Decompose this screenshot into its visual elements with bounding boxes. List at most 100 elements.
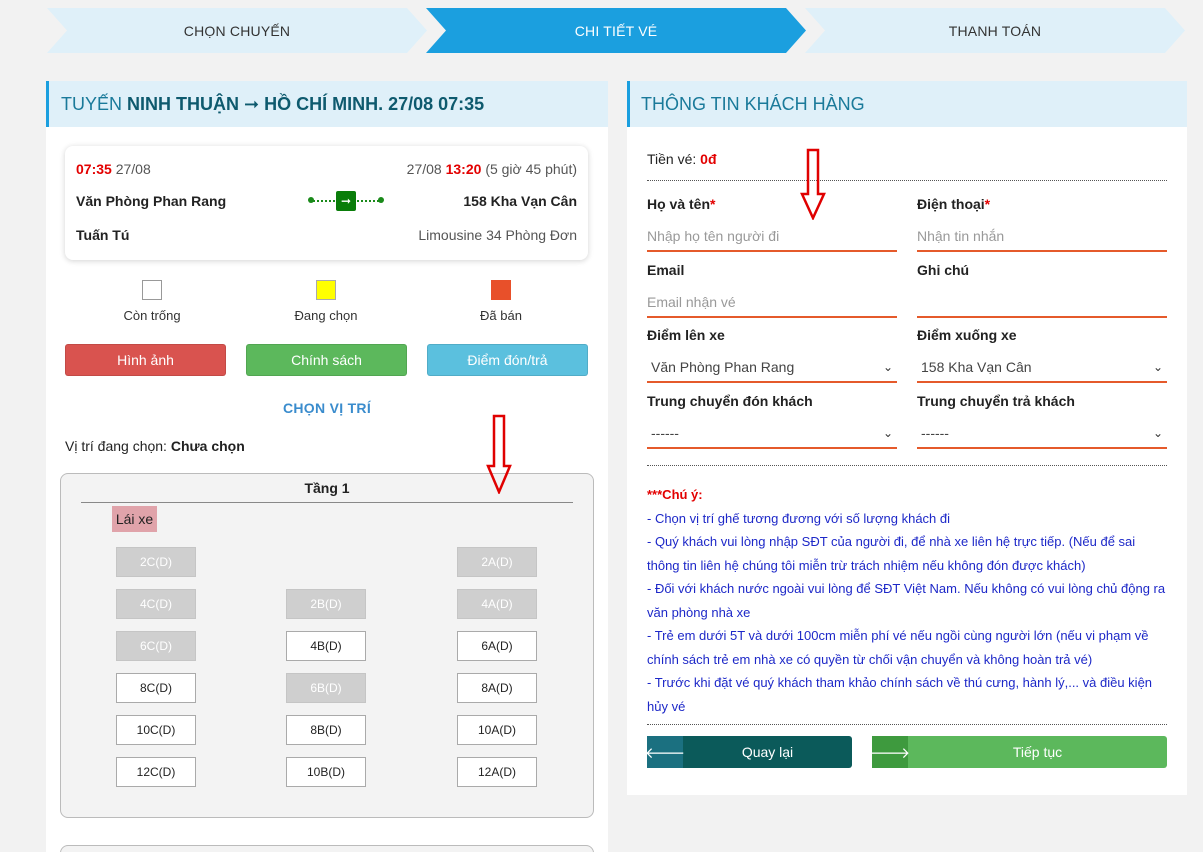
chevron-down-icon: ⌄ (882, 426, 893, 440)
trip-card: 07:35 27/08 27/08 13:20 (5 giờ 45 phút) … (65, 146, 588, 260)
arrival: 27/08 13:20 (5 giờ 45 phút) (407, 161, 577, 177)
customer-header: THÔNG TIN KHÁCH HÀNG (627, 81, 1187, 127)
empty-swatch (142, 280, 162, 300)
trip-duration: (5 giờ 45 phút) (485, 161, 577, 177)
note-label: Ghi chú (917, 262, 970, 278)
step-ticket-details[interactable]: CHI TIẾT VÉ (426, 8, 806, 53)
chevron-down-icon: ⌄ (1152, 360, 1163, 374)
arrow-right-icon: 🡒 (870, 736, 910, 768)
seat-4bd[interactable]: 4B(D) (286, 631, 366, 661)
legend-selecting: Đang chọn (266, 280, 386, 323)
pickup-dropoff-button[interactable]: Điểm đón/trả (427, 344, 588, 376)
seat-10ad[interactable]: 10A(D) (457, 715, 537, 745)
step-label: CHỌN CHUYẾN (183, 22, 291, 39)
note-item: - Quý khách vui lòng nhập SĐT của người … (647, 534, 1136, 573)
required-mark: * (710, 196, 716, 212)
policy-button[interactable]: Chính sách (246, 344, 407, 376)
price-value: 0đ (700, 151, 717, 167)
current-seat-label: Vị trí đang chọn: (65, 438, 171, 454)
name-label: Họ và tên (647, 196, 711, 212)
route-prefix: TUYẾN (61, 93, 128, 114)
current-seat-value: Chưa chọn (170, 438, 245, 454)
seat-10cd[interactable]: 10C(D) (116, 715, 196, 745)
images-button[interactable]: Hình ảnh (65, 344, 226, 376)
name-input[interactable]: Nhập họ tên người đi (647, 222, 897, 252)
depart-time: 07:35 (76, 161, 112, 177)
note-item: - Trẻ em dưới 5T và dưới 100cm miễn phí … (647, 628, 1149, 667)
seat-2bd: 2B(D) (286, 589, 366, 619)
seat-8cd[interactable]: 8C(D) (116, 673, 196, 703)
progress-steps: CHỌN CHUYẾN CHI TIẾT VÉ THANH TOÁN (47, 8, 1187, 53)
step-label: THANH TOÁN (948, 22, 1042, 39)
transfer-dropoff-label: Trung chuyển trả khách (917, 393, 1075, 409)
phone-field: Điện thoại* Nhận tin nhắn (917, 196, 1167, 252)
seat-4ad: 4A(D) (457, 589, 537, 619)
customer-panel: THÔNG TIN KHÁCH HÀNG Tiền vé: 0đ Họ và t… (627, 81, 1187, 795)
select-value: 158 Kha Vạn Cân (921, 359, 1032, 375)
dropoff-point-field: Điểm xuống xe 158 Kha Vạn Cân ⌄ (917, 327, 1167, 383)
pickup-point-field: Điểm lên xe Văn Phòng Phan Rang ⌄ (647, 327, 897, 383)
down-arrow-annotation (486, 414, 512, 494)
arrow-left-icon: 🡐 (645, 736, 685, 768)
select-value: Văn Phòng Phan Rang (651, 359, 795, 375)
dropoff-point-label: Điểm xuống xe (917, 327, 1017, 343)
destination-station: 158 Kha Vạn Cân (463, 193, 577, 209)
seat-10bd[interactable]: 10B(D) (286, 757, 366, 787)
back-label: Quay lại (741, 744, 794, 760)
pickup-point-label: Điểm lên xe (647, 327, 725, 343)
vehicle-type: Limousine 34 Phòng Đơn (418, 227, 577, 243)
seat-8ad[interactable]: 8A(D) (457, 673, 537, 703)
route-header: TUYẾN NINH THUẬN ➞ HỒ CHÍ MINH . 27/08 0… (46, 81, 608, 127)
floor-title: Tầng 1 (304, 480, 350, 496)
selecting-swatch (316, 280, 336, 300)
seat-legend: Còn trống Đang chọn Đã bán (46, 280, 608, 325)
transfer-pickup-label: Trung chuyển đón khách (647, 393, 813, 409)
chevron-down-icon: ⌄ (1152, 426, 1163, 440)
seat-map-floor-1: Tầng 1 Lái xe 2C(D) 2A(D) 4C(D) 2B(D) 4A(D) 6… (60, 473, 594, 818)
transfer-pickup-select[interactable]: ------ ⌄ (647, 419, 897, 449)
seat-4cd: 4C(D) (116, 589, 196, 619)
seat-2cd: 2C(D) (116, 547, 196, 577)
notes: ***Chú ý: - Chọn vị trí ghế tương đương … (647, 483, 1167, 718)
operator-name: Tuấn Tú (76, 227, 130, 243)
step-payment[interactable]: THANH TOÁN (805, 8, 1185, 53)
legend-label: Còn trống (123, 308, 181, 323)
transfer-dropoff-select[interactable]: ------ ⌄ (917, 419, 1167, 449)
phone-label: Điện thoại (917, 196, 985, 212)
transfer-pickup-field: Trung chuyển đón khách ------ ⌄ (647, 393, 897, 449)
continue-button[interactable]: 🡒 Tiếp tục (870, 736, 1167, 768)
seat-12ad[interactable]: 12A(D) (457, 757, 537, 787)
seat-6bd: 6B(D) (286, 673, 366, 703)
transfer-dropoff-field: Trung chuyển trả khách ------ ⌄ (917, 393, 1167, 449)
legend-label: Đã bán (480, 308, 522, 323)
step-choose-trip[interactable]: CHỌN CHUYẾN (47, 8, 427, 53)
ticket-price: Tiền vé: 0đ (647, 151, 717, 167)
down-arrow-annotation (800, 148, 826, 220)
route-line: ➞ (308, 191, 384, 211)
legend-sold: Đã bán (441, 280, 561, 323)
note-input[interactable] (917, 288, 1167, 318)
back-button[interactable]: 🡐 Quay lại (645, 736, 852, 768)
seat-8bd[interactable]: 8B(D) (286, 715, 366, 745)
select-value: ------ (921, 425, 949, 441)
dropoff-point-select[interactable]: 158 Kha Vạn Cân ⌄ (917, 353, 1167, 383)
phone-input[interactable]: Nhận tin nhắn (917, 222, 1167, 252)
email-input[interactable]: Email nhận vé (647, 288, 897, 318)
name-field: Họ và tên* Nhập họ tên người đi (647, 196, 897, 252)
email-label: Email (647, 262, 685, 278)
pick-seat-title: CHỌN VỊ TRÍ (282, 400, 372, 416)
origin-station: Văn Phòng Phan Rang (76, 193, 227, 209)
next-floor-card (60, 845, 594, 852)
seat-6ad[interactable]: 6A(D) (457, 631, 537, 661)
step-label: CHI TIẾT VÉ (574, 22, 658, 39)
seat-12cd[interactable]: 12C(D) (116, 757, 196, 787)
email-field: Email Email nhận vé (647, 262, 897, 318)
select-value: ------ (651, 425, 679, 441)
seat-6cd: 6C(D) (116, 631, 196, 661)
arrive-time: 13:20 (445, 161, 482, 177)
price-label: Tiền vé: (647, 151, 701, 167)
seat-2ad: 2A(D) (457, 547, 537, 577)
pickup-point-select[interactable]: Văn Phòng Phan Rang ⌄ (647, 353, 897, 383)
driver-seat: Lái xe (112, 506, 157, 532)
trip-panel: TUYẾN NINH THUẬN ➞ HỒ CHÍ MINH . 27/08 0… (46, 81, 608, 852)
